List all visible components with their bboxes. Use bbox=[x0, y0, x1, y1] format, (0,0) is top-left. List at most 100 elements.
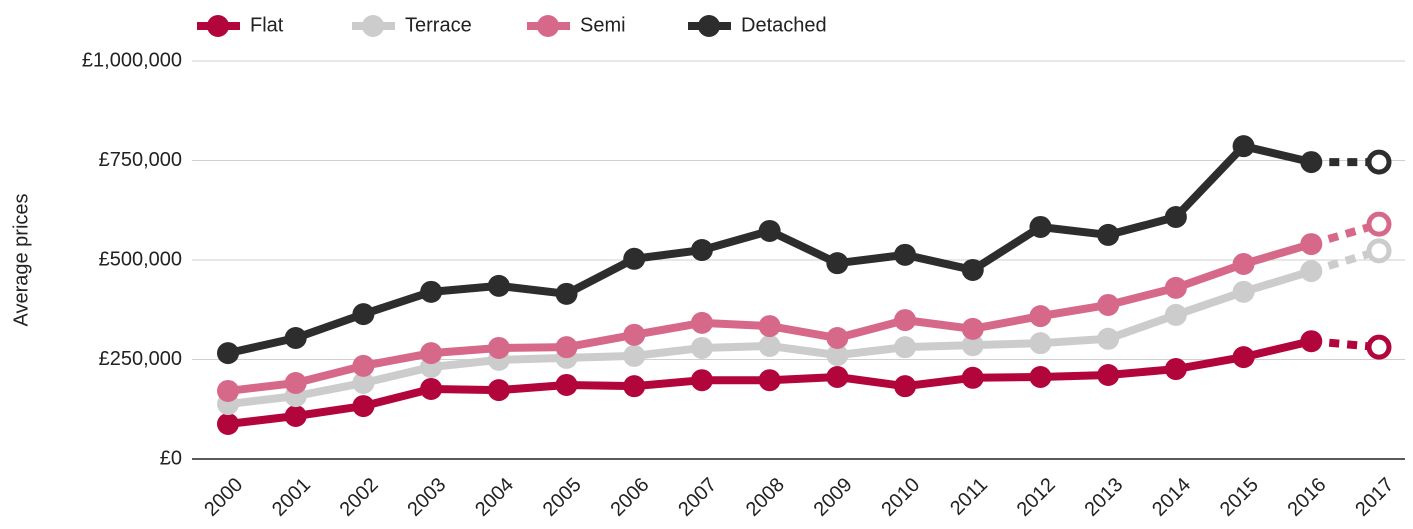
x-tick-label: 2013 bbox=[1080, 474, 1127, 521]
x-tick-label: 2002 bbox=[336, 474, 383, 521]
x-tick-label: 2017 bbox=[1351, 474, 1398, 521]
series-marker bbox=[1366, 238, 1392, 264]
y-tick-label: £750,000 bbox=[99, 149, 182, 171]
x-tick-label: 2009 bbox=[810, 474, 857, 521]
series-marker bbox=[1300, 151, 1323, 174]
series-marker bbox=[758, 334, 781, 357]
series-marker bbox=[623, 247, 646, 270]
series-marker bbox=[1232, 135, 1255, 158]
x-tick-label: 2003 bbox=[403, 474, 450, 521]
x-tick-label: 2007 bbox=[674, 474, 721, 521]
series-marker bbox=[284, 371, 307, 394]
series-marker bbox=[487, 379, 510, 402]
series-marker bbox=[555, 336, 578, 359]
series-marker bbox=[1097, 223, 1120, 246]
series-marker bbox=[487, 336, 510, 359]
series-marker bbox=[826, 366, 849, 389]
legend-label: Semi bbox=[580, 14, 626, 36]
series-marker bbox=[1366, 211, 1392, 237]
series-marker bbox=[1029, 332, 1052, 355]
series-marker bbox=[1164, 206, 1187, 229]
series-marker bbox=[826, 344, 849, 367]
series-marker bbox=[758, 219, 781, 242]
series-marker bbox=[352, 303, 375, 326]
series-marker bbox=[961, 334, 984, 357]
series-marker bbox=[217, 412, 239, 435]
series-marker bbox=[1232, 252, 1255, 275]
series-marker bbox=[690, 239, 713, 262]
series-marker bbox=[623, 323, 646, 346]
series-marker bbox=[1029, 366, 1052, 389]
y-axis-label: Average prices bbox=[10, 193, 32, 326]
series-marker bbox=[1097, 293, 1120, 316]
series-marker bbox=[1300, 330, 1323, 353]
y-tick-label: £250,000 bbox=[99, 348, 182, 370]
x-tick-label: 2015 bbox=[1216, 474, 1263, 521]
series-marker bbox=[1300, 260, 1323, 283]
legend-swatch-marker bbox=[362, 15, 384, 37]
series-marker bbox=[1366, 149, 1392, 175]
series-marker bbox=[690, 369, 713, 392]
x-tick-label: 2014 bbox=[1148, 474, 1195, 521]
series-marker bbox=[1164, 358, 1187, 381]
series-marker bbox=[217, 342, 239, 365]
series-marker bbox=[961, 317, 984, 340]
y-tick-label: £0 bbox=[160, 447, 182, 469]
x-tick-label: 2008 bbox=[742, 474, 789, 521]
series-marker bbox=[1366, 334, 1392, 360]
legend-label: Flat bbox=[250, 14, 284, 36]
x-tick-label: 2012 bbox=[1013, 474, 1060, 521]
series-marker bbox=[690, 311, 713, 334]
x-tick-label: 2006 bbox=[606, 474, 653, 521]
series-marker bbox=[826, 252, 849, 275]
series-marker bbox=[1029, 215, 1052, 238]
series-marker bbox=[352, 371, 375, 394]
series-marker bbox=[420, 280, 443, 303]
x-tick-label: 2010 bbox=[877, 474, 924, 521]
series-marker bbox=[690, 336, 713, 359]
series-marker bbox=[623, 375, 646, 398]
series-marker bbox=[826, 327, 849, 350]
series-marker bbox=[894, 336, 917, 359]
series-marker bbox=[555, 373, 578, 396]
legend-swatch-marker bbox=[207, 15, 229, 37]
series-marker bbox=[1097, 364, 1120, 387]
series-marker bbox=[1300, 233, 1323, 256]
y-tick-label: £500,000 bbox=[99, 248, 182, 270]
y-tick-label: £1,000,000 bbox=[82, 49, 182, 71]
series-marker bbox=[961, 366, 984, 389]
x-tick-label: 2004 bbox=[471, 474, 518, 521]
series-marker bbox=[1232, 280, 1255, 303]
series-marker bbox=[487, 274, 510, 297]
series-marker bbox=[758, 315, 781, 338]
series-marker bbox=[284, 405, 307, 428]
legend-swatch-marker bbox=[698, 15, 720, 37]
series-marker bbox=[1164, 303, 1187, 326]
x-tick-label: 2005 bbox=[539, 474, 586, 521]
legend-label: Detached bbox=[741, 14, 827, 36]
legend-label: Terrace bbox=[405, 14, 472, 36]
series-marker bbox=[420, 342, 443, 365]
x-tick-label: 2000 bbox=[200, 474, 247, 521]
series-marker bbox=[758, 369, 781, 392]
series-marker bbox=[284, 327, 307, 350]
series-marker bbox=[352, 354, 375, 377]
series-marker bbox=[1097, 327, 1120, 350]
series-marker bbox=[1232, 346, 1255, 369]
series-marker bbox=[1164, 276, 1187, 299]
series-marker bbox=[961, 258, 984, 281]
series-marker bbox=[623, 344, 646, 367]
legend-swatch-marker bbox=[537, 15, 559, 37]
x-tick-label: 2001 bbox=[268, 474, 315, 521]
series-marker bbox=[217, 379, 239, 402]
series-marker bbox=[894, 375, 917, 398]
series-marker bbox=[555, 282, 578, 305]
series-marker bbox=[894, 309, 917, 332]
series-marker bbox=[894, 243, 917, 266]
x-tick-label: 2011 bbox=[946, 474, 992, 520]
series-marker bbox=[352, 395, 375, 418]
x-tick-label: 2016 bbox=[1284, 474, 1331, 521]
series-marker bbox=[1029, 305, 1052, 328]
series-marker bbox=[420, 377, 443, 400]
